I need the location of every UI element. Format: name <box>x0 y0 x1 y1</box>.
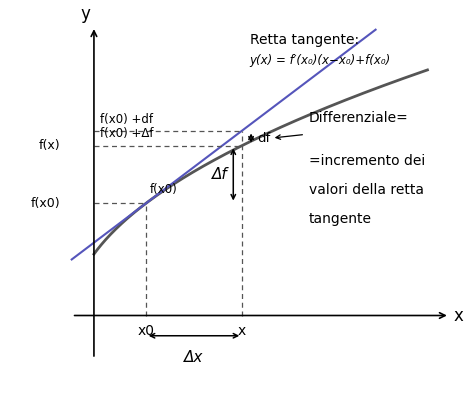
Text: y(x) = f′(x₀)(x−x₀)+f(x₀): y(x) = f′(x₀)(x−x₀)+f(x₀) <box>250 54 391 67</box>
Text: x0: x0 <box>137 324 155 338</box>
Text: tangente: tangente <box>309 212 372 226</box>
Text: Δx: Δx <box>184 350 204 365</box>
Text: Δf: Δf <box>211 167 228 182</box>
Text: =incremento dei: =incremento dei <box>309 154 425 168</box>
Text: f(x0) +df: f(x0) +df <box>100 112 153 125</box>
Text: x: x <box>454 307 463 325</box>
Text: Differenziale=: Differenziale= <box>309 111 409 125</box>
Text: df: df <box>257 132 270 145</box>
Text: y: y <box>80 5 90 23</box>
Text: x: x <box>238 324 246 338</box>
Text: Retta tangente:: Retta tangente: <box>250 33 359 48</box>
Text: valori della retta: valori della retta <box>309 183 424 197</box>
Text: f(x0): f(x0) <box>31 197 61 210</box>
Text: f(x0): f(x0) <box>149 183 177 196</box>
Text: f(x0) +Δf: f(x0) +Δf <box>100 127 154 140</box>
Text: f(x): f(x) <box>39 139 61 152</box>
